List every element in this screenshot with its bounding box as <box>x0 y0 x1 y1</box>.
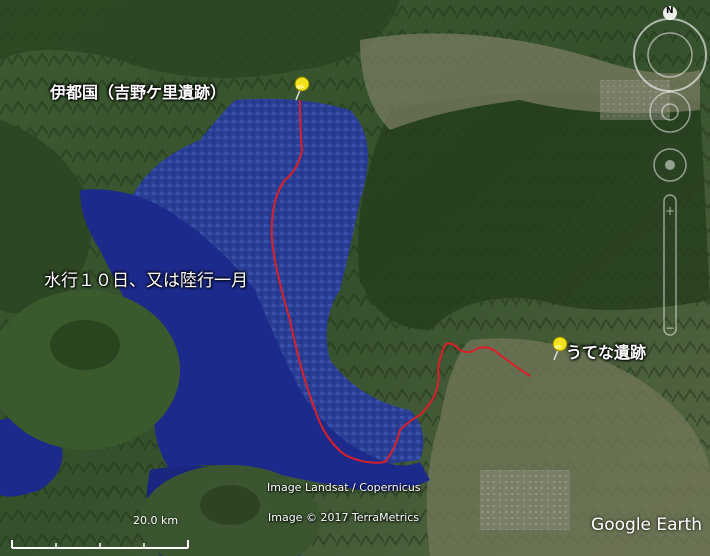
north-marker[interactable] <box>663 6 677 20</box>
move-control[interactable] <box>653 148 687 182</box>
scale-label: 20.0 km <box>133 514 179 527</box>
attribution-line-2: Image © 2017 TerraMetrics <box>268 511 420 524</box>
urban-patch-3 <box>600 80 670 120</box>
route-label: 水行１０日、又は陸行一月 <box>44 271 248 291</box>
north-mountains <box>0 0 400 78</box>
google-earth-logo: Google Earth <box>591 515 702 535</box>
move-control-person-icon[interactable] <box>665 160 675 170</box>
look-control[interactable] <box>649 91 691 133</box>
urban-patch-1 <box>480 470 570 530</box>
unzen-volcano <box>0 290 180 450</box>
southern-volcano-peak <box>200 485 260 525</box>
pin-yoshinogari[interactable] <box>294 76 310 101</box>
west-mountains <box>0 120 92 314</box>
zoom-slider[interactable]: + − <box>663 194 677 336</box>
pin-utena[interactable] <box>552 336 568 361</box>
route-line <box>270 99 531 464</box>
zoom-in-icon[interactable]: + <box>665 204 675 218</box>
ariake-sea[interactable] <box>80 189 430 492</box>
attribution-line-1: Image Landsat / Copernicus <box>267 481 421 494</box>
zoom-out-icon[interactable]: − <box>665 321 675 335</box>
ancient-plain-flooded <box>130 98 424 466</box>
east-mountains <box>358 92 710 330</box>
unzen-summit <box>50 320 120 370</box>
scale-bar <box>11 540 189 549</box>
compass-control[interactable] <box>633 6 707 92</box>
place-label-yoshinogari: 伊都国（吉野ケ里遺跡） <box>50 83 227 102</box>
place-label-utena: うてな遺跡 <box>566 343 647 362</box>
compass-letter: N <box>666 6 674 16</box>
